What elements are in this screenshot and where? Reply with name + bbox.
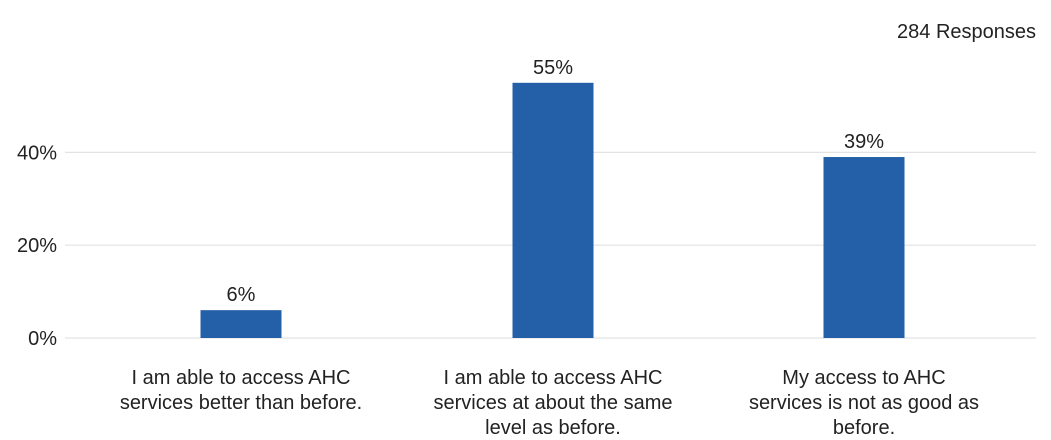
category-label-line: services is not as good as [749, 392, 979, 414]
category-label: I am able to access AHC services better t… [120, 367, 362, 414]
bar [823, 157, 905, 338]
data-label: 55% [533, 57, 573, 79]
data-labels: 6% 55% 39% [227, 57, 885, 306]
bar [512, 82, 594, 338]
category-label-line: level as before. [485, 417, 621, 435]
category-label-line: I am able to access AHC [132, 367, 351, 389]
category-labels: I am able to access AHC services better t… [120, 367, 979, 439]
y-tick-label: 40% [17, 142, 57, 164]
category-label-line: services at about the same [433, 392, 672, 414]
category-label-line: I am able to access AHC [444, 367, 663, 389]
bar [200, 310, 282, 338]
category-label: I am able to access AHC services at about… [433, 367, 672, 435]
response-count-label: 284 Responses [897, 21, 1036, 43]
y-axis-tick-labels: 0% 20% 40% [17, 142, 57, 350]
category-label: My access to AHC services is not as good … [749, 367, 979, 435]
data-label: 39% [844, 131, 884, 153]
y-tick-label: 20% [17, 235, 57, 257]
category-label-line: services better than before. [120, 392, 362, 414]
bars [200, 82, 905, 338]
category-label-line: before. [833, 417, 895, 435]
data-label: 6% [227, 284, 256, 306]
y-tick-label: 0% [28, 328, 57, 350]
category-label-line: My access to AHC [782, 367, 945, 389]
